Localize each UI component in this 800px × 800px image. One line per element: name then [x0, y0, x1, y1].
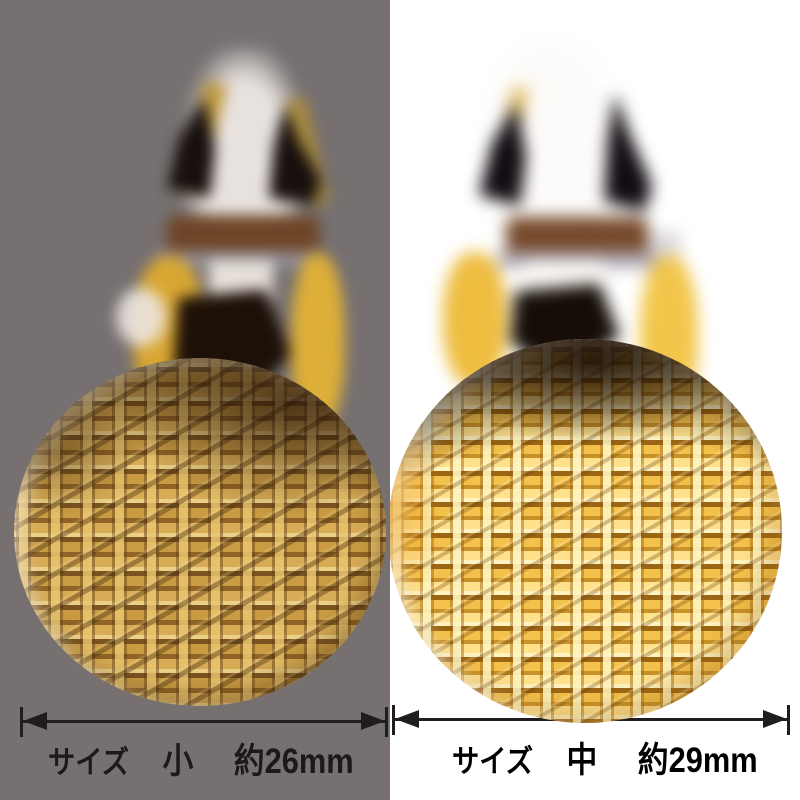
dimension-end-tick-left	[20, 707, 23, 737]
size-dimension: 約26mm	[233, 742, 354, 781]
size-value: 中	[566, 741, 598, 780]
dimension-line	[22, 720, 386, 723]
size-label: サイズ	[48, 745, 130, 780]
size-value: 小	[162, 742, 194, 781]
arrowhead-right-icon	[763, 710, 787, 728]
mallet-waffle-face-medium	[390, 339, 782, 723]
blur-neck-band	[506, 217, 648, 255]
panel-size-small: サイズ 小 約26mm	[0, 0, 390, 800]
caption-size-small: サイズ 小 約26mm	[48, 733, 354, 784]
caption-size-medium: サイズ 中 約29mm	[452, 732, 758, 783]
dimension-end-tick-right	[787, 705, 790, 735]
blur-neck-ring	[157, 251, 323, 268]
mallet-waffle-face-small	[14, 358, 386, 706]
dimension-end-tick-right	[385, 707, 388, 737]
blurred-mallet-top-medium	[390, 0, 800, 800]
size-dimension: 約29mm	[637, 741, 758, 780]
dimension-end-tick-left	[392, 705, 395, 735]
blur-rim-reflection	[116, 288, 166, 346]
size-label: サイズ	[452, 744, 534, 779]
panel-size-medium: サイズ 中 約29mm	[390, 0, 800, 800]
width-dimension-arrow-small	[20, 707, 388, 737]
blur-neck-band	[167, 215, 319, 255]
arrowhead-right-icon	[361, 712, 385, 730]
